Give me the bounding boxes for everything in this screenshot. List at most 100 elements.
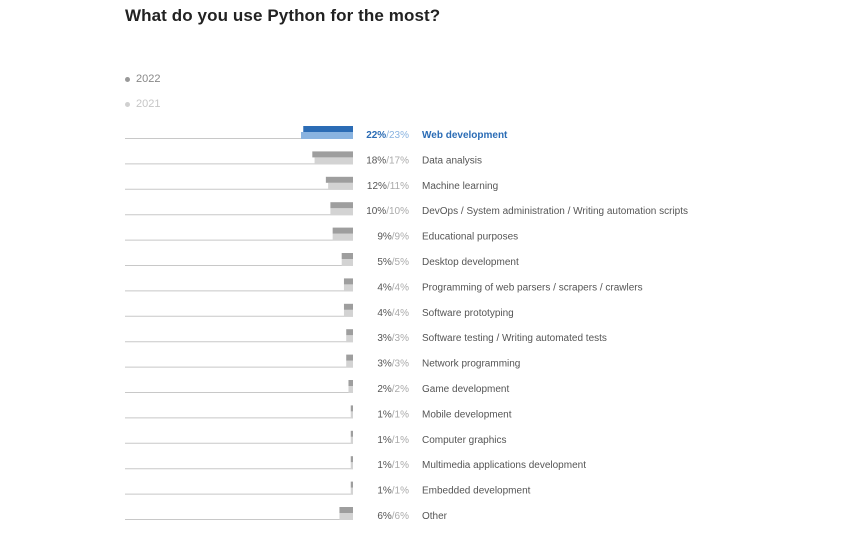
value-2021-programming-of-web-parsers-scrapers-crawlers: /4% bbox=[392, 282, 409, 293]
category-label-software-testing-writing-automated-tests: Software testing / Writing automated tes… bbox=[422, 333, 607, 344]
value-2021-game-development: /2% bbox=[392, 384, 409, 395]
value-label-machine-learning: 12%/11% bbox=[367, 181, 409, 192]
value-label-data-analysis: 18%/17% bbox=[366, 155, 409, 166]
value-label-game-development: 2%/2% bbox=[377, 384, 409, 395]
value-2022-other: 6% bbox=[377, 511, 392, 522]
legend-label-2021: 2021 bbox=[136, 98, 161, 110]
value-2022-embedded-development: 1% bbox=[377, 486, 392, 497]
category-label-multimedia-applications-development: Multimedia applications development bbox=[422, 460, 586, 471]
value-label-mobile-development: 1%/1% bbox=[377, 409, 409, 420]
legend-item-2021[interactable]: 2021 bbox=[125, 98, 160, 110]
category-label-network-programming: Network programming bbox=[422, 359, 520, 370]
value-label-computer-graphics: 1%/1% bbox=[377, 435, 409, 446]
value-2021-data-analysis: /17% bbox=[386, 155, 409, 166]
bar-2022-programming-of-web-parsers-scrapers-crawlers bbox=[343, 278, 353, 285]
value-2022-programming-of-web-parsers-scrapers-crawlers: 4% bbox=[377, 282, 392, 293]
value-label-software-prototyping: 4%/4% bbox=[377, 308, 409, 319]
bar-2022-game-development bbox=[348, 380, 353, 386]
value-2022-network-programming: 3% bbox=[377, 359, 392, 370]
bar-2021-machine-learning bbox=[328, 182, 353, 190]
chart-title: What do you use Python for the most? bbox=[125, 6, 441, 25]
value-2022-mobile-development: 1% bbox=[377, 409, 392, 420]
value-2022-software-testing-writing-automated-tests: 3% bbox=[377, 333, 392, 344]
value-label-web-development: 22%/23% bbox=[366, 130, 409, 141]
category-label-programming-of-web-parsers-scrapers-crawlers: Programming of web parsers / scrapers / … bbox=[422, 282, 643, 293]
value-2022-educational-purposes: 9% bbox=[377, 232, 392, 243]
category-label-embedded-development: Embedded development bbox=[422, 486, 531, 497]
value-2021-software-prototyping: /4% bbox=[392, 308, 409, 319]
bar-2021-network-programming bbox=[346, 360, 353, 368]
value-2021-other: /6% bbox=[392, 511, 409, 522]
bar-2022-desktop-development bbox=[341, 253, 353, 259]
category-label-desktop-development: Desktop development bbox=[422, 257, 519, 268]
bar-2021-devops-system-administration-writing-automation-scripts bbox=[330, 208, 353, 216]
bar-2021-embedded-development bbox=[350, 487, 353, 495]
value-2022-game-development: 2% bbox=[377, 384, 392, 395]
value-2021-desktop-development: /5% bbox=[392, 257, 409, 268]
legend-dot-2021 bbox=[125, 101, 130, 107]
value-2021-computer-graphics: /1% bbox=[392, 435, 409, 446]
bar-2021-desktop-development bbox=[341, 259, 353, 266]
value-2021-mobile-development: /1% bbox=[392, 409, 409, 420]
bar-2021-data-analysis bbox=[314, 157, 353, 165]
legend-label-2022: 2022 bbox=[136, 73, 161, 85]
bar-2022-devops-system-administration-writing-automation-scripts bbox=[330, 202, 353, 209]
category-label-other: Other bbox=[422, 511, 448, 522]
value-2021-web-development: /23% bbox=[386, 130, 409, 141]
bar-2022-web-development bbox=[303, 126, 353, 132]
category-label-computer-graphics: Computer graphics bbox=[422, 435, 506, 446]
legend-dot-2022 bbox=[125, 76, 130, 82]
bar-2021-game-development bbox=[348, 386, 353, 393]
value-2022-data-analysis: 18% bbox=[366, 155, 386, 166]
value-label-desktop-development: 5%/5% bbox=[377, 257, 409, 268]
bar-2022-other bbox=[339, 507, 353, 513]
category-label-data-analysis: Data analysis bbox=[422, 155, 482, 166]
bar-2021-programming-of-web-parsers-scrapers-crawlers bbox=[343, 284, 353, 292]
bar-2022-educational-purposes bbox=[332, 227, 353, 234]
bar-2021-multimedia-applications-development bbox=[350, 462, 353, 470]
bar-2022-embedded-development bbox=[350, 481, 353, 488]
bar-2022-mobile-development bbox=[350, 405, 353, 412]
bar-2022-multimedia-applications-development bbox=[350, 456, 353, 463]
bar-2022-computer-graphics bbox=[350, 430, 353, 437]
bar-2021-educational-purposes bbox=[332, 233, 353, 241]
value-label-programming-of-web-parsers-scrapers-crawlers: 4%/4% bbox=[377, 282, 409, 293]
bar-2021-computer-graphics bbox=[350, 436, 353, 444]
value-2022-multimedia-applications-development: 1% bbox=[377, 460, 392, 471]
category-label-educational-purposes: Educational purposes bbox=[422, 232, 518, 243]
bar-2022-software-prototyping bbox=[343, 303, 353, 310]
bar-2021-mobile-development bbox=[350, 411, 353, 419]
value-2022-computer-graphics: 1% bbox=[377, 435, 392, 446]
value-2022-devops-system-administration-writing-automation-scripts: 10% bbox=[366, 206, 386, 217]
bar-2021-web-development bbox=[301, 132, 353, 139]
category-label-web-development: Web development bbox=[422, 130, 508, 141]
bar-2021-software-testing-writing-automated-tests bbox=[346, 335, 353, 343]
category-label-game-development: Game development bbox=[422, 384, 509, 395]
bar-2021-other bbox=[339, 513, 353, 520]
category-label-machine-learning: Machine learning bbox=[422, 181, 498, 192]
legend-item-2022[interactable]: 2022 bbox=[125, 73, 160, 85]
value-2022-desktop-development: 5% bbox=[377, 257, 392, 268]
value-label-other: 6%/6% bbox=[377, 511, 409, 522]
value-2021-devops-system-administration-writing-automation-scripts: /10% bbox=[386, 206, 409, 217]
value-2021-software-testing-writing-automated-tests: /3% bbox=[392, 333, 409, 344]
bar-2022-data-analysis bbox=[312, 151, 353, 158]
bar-2022-machine-learning bbox=[325, 176, 353, 183]
value-label-embedded-development: 1%/1% bbox=[377, 486, 409, 497]
value-label-devops-system-administration-writing-automation-scripts: 10%/10% bbox=[366, 206, 409, 217]
value-label-educational-purposes: 9%/9% bbox=[377, 232, 409, 243]
value-2022-web-development: 22% bbox=[366, 130, 386, 141]
value-2021-network-programming: /3% bbox=[392, 359, 409, 370]
value-label-software-testing-writing-automated-tests: 3%/3% bbox=[377, 333, 409, 344]
bar-2022-network-programming bbox=[346, 354, 353, 361]
value-2022-machine-learning: 12% bbox=[367, 181, 387, 192]
value-label-network-programming: 3%/3% bbox=[377, 359, 409, 370]
category-label-mobile-development: Mobile development bbox=[422, 409, 512, 420]
value-2021-machine-learning: /11% bbox=[387, 181, 409, 192]
bar-2021-software-prototyping bbox=[343, 309, 353, 317]
value-label-multimedia-applications-development: 1%/1% bbox=[377, 460, 409, 471]
value-2021-multimedia-applications-development: /1% bbox=[392, 460, 409, 471]
value-2021-embedded-development: /1% bbox=[392, 486, 409, 497]
value-2022-software-prototyping: 4% bbox=[377, 308, 392, 319]
